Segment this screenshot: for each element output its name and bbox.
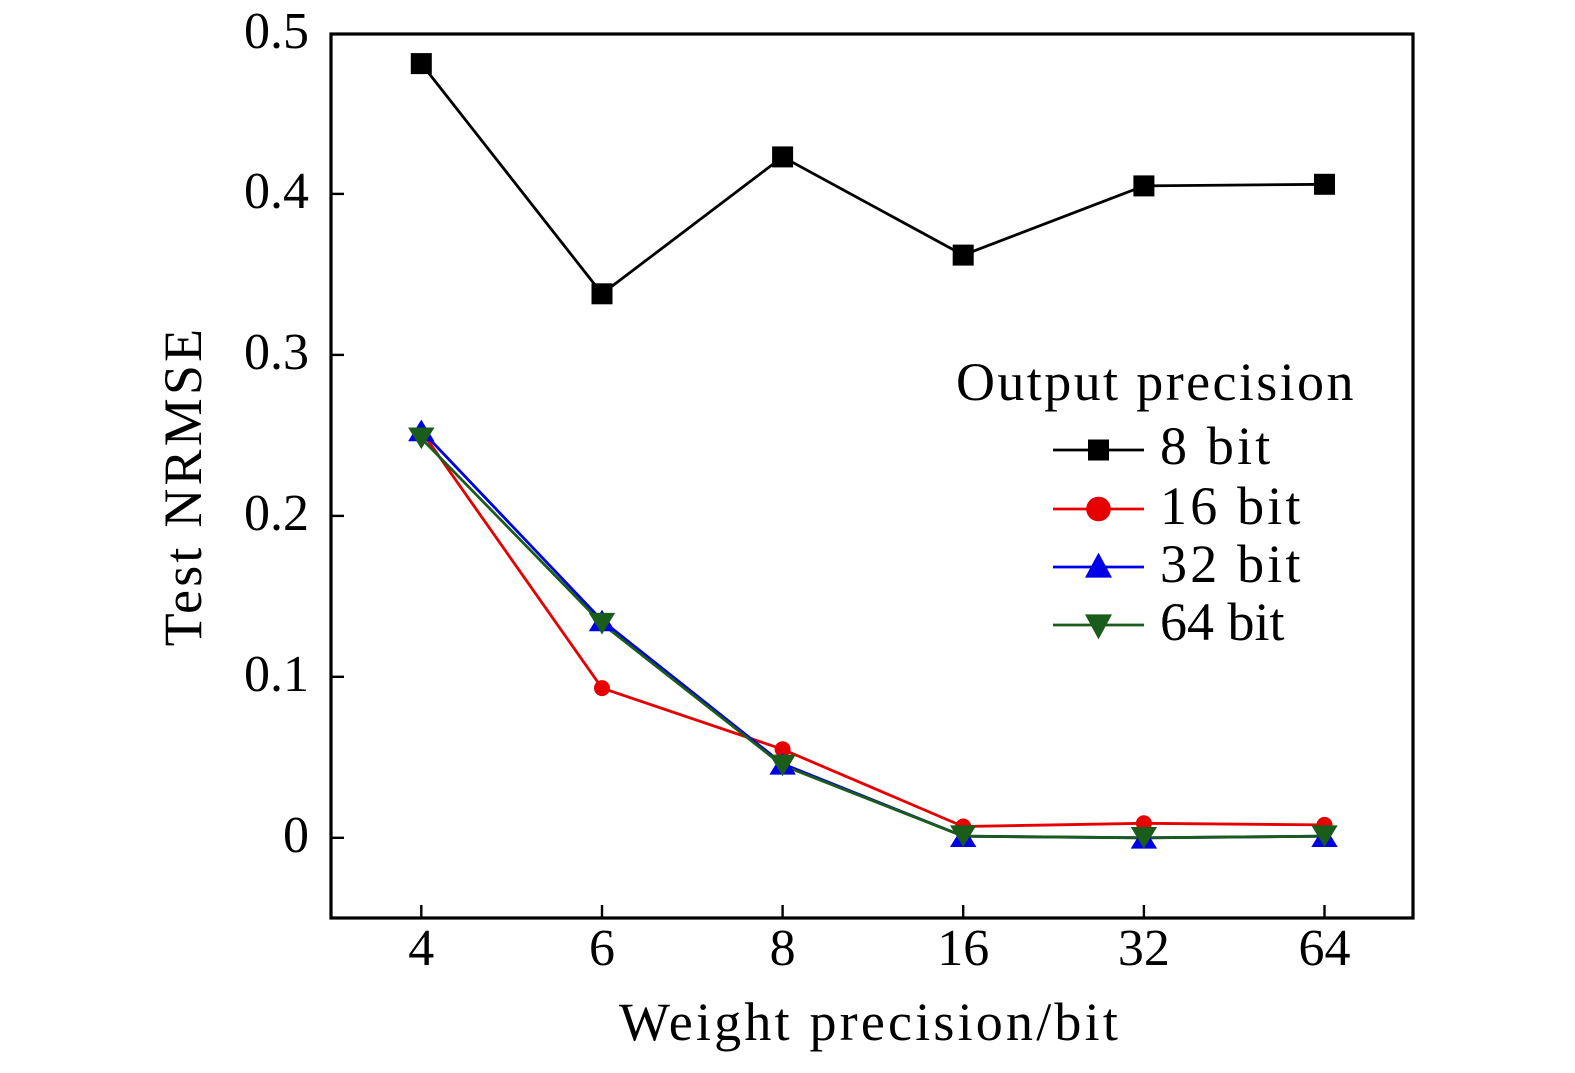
svg-text:64: 64: [1299, 920, 1351, 977]
svg-text:8: 8: [770, 920, 796, 977]
svg-text:0.5: 0.5: [244, 3, 309, 60]
svg-text:0.4: 0.4: [244, 163, 309, 220]
svg-text:32 bit: 32 bit: [1160, 534, 1304, 594]
svg-text:6: 6: [589, 920, 615, 977]
svg-text:4: 4: [408, 920, 434, 977]
svg-text:16 bit: 16 bit: [1160, 476, 1304, 536]
svg-text:Weight precision/bit: Weight precision/bit: [619, 992, 1121, 1052]
svg-text:0.2: 0.2: [244, 485, 309, 542]
svg-text:64 bit: 64 bit: [1160, 592, 1285, 652]
svg-text:16: 16: [937, 920, 989, 977]
svg-text:8 bit: 8 bit: [1160, 416, 1274, 476]
svg-text:0.3: 0.3: [244, 324, 309, 381]
svg-text:Output precision: Output precision: [956, 352, 1356, 412]
svg-text:Test NRMSE: Test NRMSE: [153, 326, 213, 647]
svg-text:32: 32: [1118, 920, 1170, 977]
svg-text:0.1: 0.1: [244, 646, 309, 703]
svg-text:0: 0: [283, 807, 309, 864]
